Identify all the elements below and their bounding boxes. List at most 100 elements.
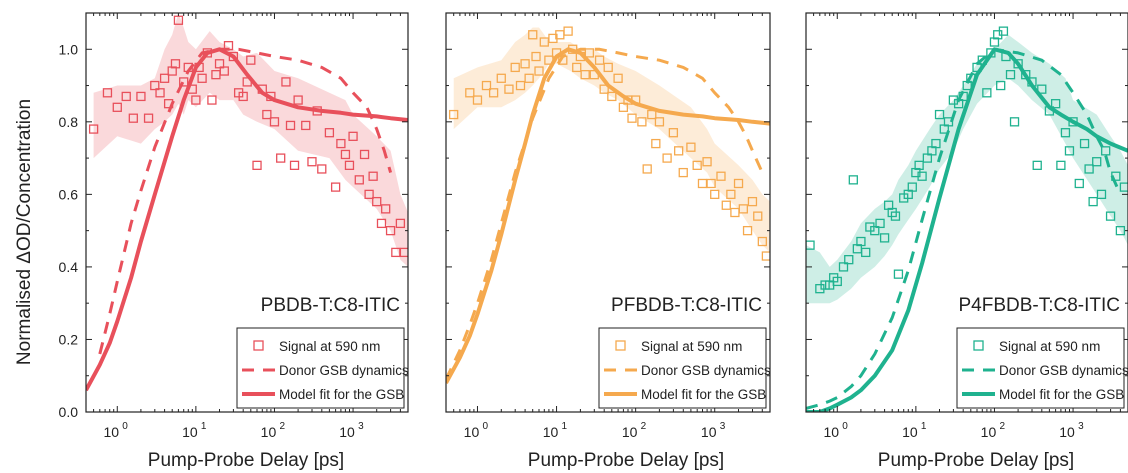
data-point [197, 73, 207, 83]
data-point [301, 120, 311, 131]
data-point [150, 80, 160, 91]
data-point [1092, 157, 1102, 167]
data-point [252, 160, 262, 170]
data-point [128, 113, 138, 123]
legend-marker-square [973, 340, 984, 351]
data-point [449, 109, 459, 120]
data-point [1060, 128, 1071, 138]
x-tick-exponent: 0 [122, 421, 128, 432]
x-tick-exponent: 3 [358, 421, 364, 432]
data-point [861, 247, 871, 258]
data-point [580, 70, 590, 80]
y-axis-title: Normalised ΔOD/Concentration [14, 99, 35, 365]
data-point [907, 182, 917, 192]
data-point [524, 73, 534, 83]
x-tick-exponent: 2 [279, 421, 285, 432]
data-point [678, 167, 688, 178]
legend-label: Signal at 590 nm [279, 339, 380, 354]
legend-marker-square [253, 340, 264, 351]
data-point [170, 59, 181, 69]
data-point [285, 120, 296, 131]
data-point [637, 117, 647, 127]
data-point [385, 225, 396, 236]
y-tick-label: 0.4 [59, 259, 79, 275]
data-point [879, 233, 890, 243]
data-point [890, 211, 901, 221]
data-point [856, 236, 866, 247]
data-point [1074, 178, 1084, 189]
legend-label: Model fit for the GSB [279, 387, 404, 402]
plot-frame [805, 12, 1128, 413]
data-point [340, 149, 351, 160]
data-point [716, 171, 726, 181]
data-point [472, 95, 483, 105]
legend-marker-square [615, 340, 626, 351]
data-point [364, 189, 374, 200]
data-point [1101, 146, 1111, 156]
x-tick-label: 10 [902, 424, 918, 440]
x-axis-title-3: Pump-Probe Delay [ps] [878, 450, 1074, 471]
data-point [399, 247, 408, 258]
data-point [324, 128, 335, 138]
data-point [832, 276, 842, 287]
data-point [395, 218, 406, 229]
data-point [159, 73, 170, 83]
data-point [893, 269, 904, 279]
data-point [293, 95, 303, 105]
data-point [191, 95, 201, 105]
legend-label: Signal at 590 nm [641, 339, 742, 354]
data-point [336, 138, 346, 149]
data-point [121, 91, 131, 102]
data-point [330, 182, 341, 192]
data-point [307, 157, 317, 167]
data-point [504, 84, 514, 94]
plot-frame [445, 12, 771, 413]
data-point [1084, 164, 1094, 174]
data-point [317, 164, 327, 174]
x-axis-title-2: Pump-Probe Delay [ps] [528, 450, 724, 471]
data-point [572, 62, 582, 73]
data-point [753, 211, 763, 221]
data-point [584, 48, 595, 58]
data-point [742, 225, 753, 236]
data-point [238, 91, 248, 102]
y-tick-label: 0.2 [59, 331, 79, 347]
data-point [738, 204, 748, 214]
data-point [207, 95, 217, 105]
plot-area [86, 13, 408, 392]
data-point [1056, 160, 1066, 170]
legend-label: Donor GSB dynamics [641, 363, 771, 378]
data-point [931, 138, 941, 149]
y-tick-label: 0.8 [59, 114, 79, 130]
data-point [510, 62, 520, 73]
data-point [246, 55, 256, 65]
data-point [354, 175, 364, 185]
model-fit-line [806, 47, 1128, 412]
data-point [136, 91, 146, 102]
data-point [214, 59, 225, 69]
data-point [607, 91, 617, 102]
x-tick-exponent: 0 [482, 421, 488, 432]
x-tick-exponent: 2 [999, 421, 1005, 432]
data-point [1088, 196, 1098, 207]
data-point [668, 128, 679, 138]
data-point [674, 146, 684, 156]
plot-area [446, 26, 770, 384]
data-point [844, 255, 854, 265]
legend-label: Donor GSB dynamics [999, 363, 1128, 378]
data-point [1050, 99, 1061, 109]
donor-gsb-line [806, 47, 1122, 410]
model-fit-line [86, 47, 408, 392]
data-point [934, 109, 945, 120]
data-point [563, 26, 573, 36]
data-point [88, 124, 99, 134]
data-point [651, 138, 661, 149]
x-tick-exponent: 0 [842, 421, 848, 432]
x-minor-ticks [93, 13, 401, 412]
data-point [733, 178, 744, 189]
data-point [1105, 211, 1116, 221]
x-tick-label: 10 [823, 424, 839, 440]
uncertainty-band [93, 13, 408, 267]
x-tick-label: 10 [981, 424, 997, 440]
